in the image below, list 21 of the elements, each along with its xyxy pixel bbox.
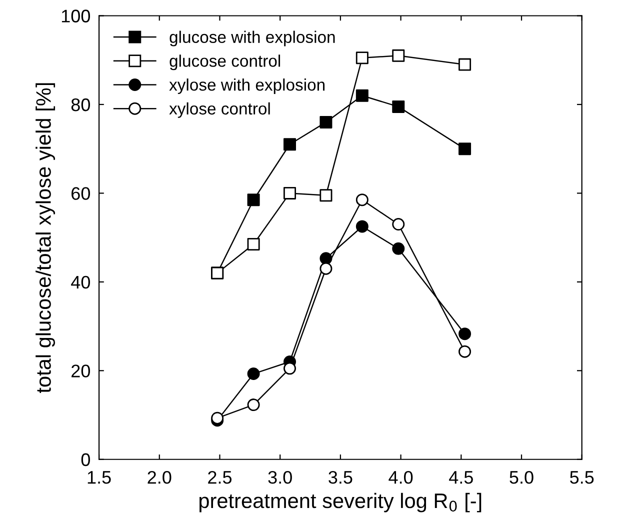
x-tick-label: 5.0 xyxy=(510,470,534,484)
y-tick-label: 100 xyxy=(62,10,90,22)
y-tick-label: 40 xyxy=(71,276,90,289)
y-axis-title: total glucose/total xylose yield [%] xyxy=(36,83,56,393)
x-axis-title: pretreatment severity log R$_{0}$ [-] xyxy=(200,492,482,512)
legend-label: glucose control xyxy=(170,54,280,70)
y-tick-label: 20 xyxy=(72,364,90,378)
legend-label: xylose with explosion xyxy=(169,78,325,94)
y-tick-label: 0 xyxy=(81,453,90,466)
x-tick-label: 5.5 xyxy=(570,471,594,484)
y-tick-label: 60 xyxy=(72,187,90,200)
legend-label: glucose with explosion xyxy=(170,30,335,46)
x-tick-label: 4.0 xyxy=(388,470,413,484)
x-tick-label: 1.5 xyxy=(88,471,111,484)
x-tick-label: 4.5 xyxy=(449,471,473,484)
x-tick-label: 2.5 xyxy=(208,470,232,484)
x-tick-label: 2.0 xyxy=(148,470,172,484)
legend-label: xylose control xyxy=(169,102,270,118)
x-tick-label: 3.0 xyxy=(268,470,292,484)
x-tick-label: 3.5 xyxy=(328,470,352,484)
y-tick-label: 80 xyxy=(71,98,90,112)
